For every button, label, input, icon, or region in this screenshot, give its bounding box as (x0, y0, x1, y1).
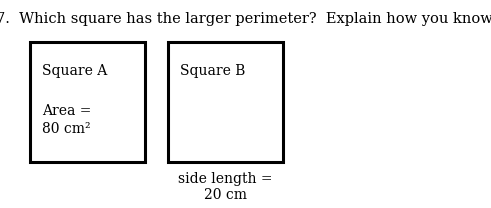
Text: Square A: Square A (42, 64, 107, 78)
Text: 7.  Which square has the larger perimeter?  Explain how you know.: 7. Which square has the larger perimeter… (0, 12, 491, 26)
Text: 80 cm²: 80 cm² (42, 122, 91, 136)
Bar (30, 42, 145, 162)
Text: 20 cm: 20 cm (204, 188, 247, 202)
Text: Square B: Square B (180, 64, 246, 78)
Bar (168, 42, 283, 162)
Text: Area =: Area = (42, 104, 91, 118)
Text: side length =: side length = (178, 172, 273, 186)
